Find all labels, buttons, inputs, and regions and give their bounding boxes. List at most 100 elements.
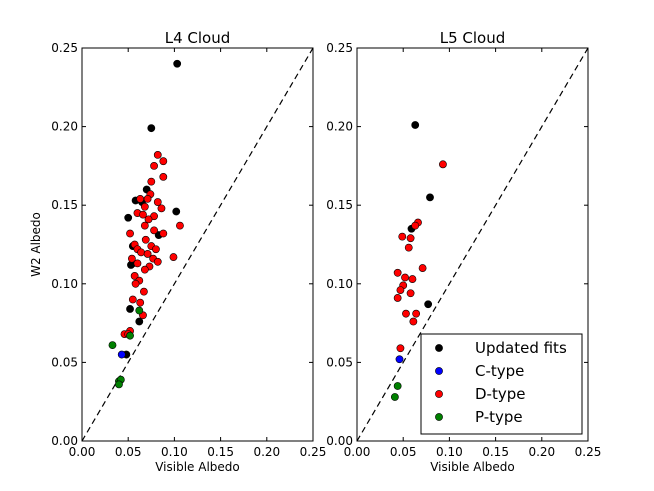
- l5-point-d-type: [401, 273, 409, 282]
- l4-point-d-type: [143, 195, 152, 203]
- l5-point-d-type: [393, 294, 402, 302]
- l4-point-d-type: [130, 272, 139, 280]
- l4-point-d-type: [139, 210, 147, 219]
- l4-point-d-type: [133, 259, 142, 268]
- l5-y-tick-label: 0.10: [326, 277, 353, 291]
- legend-marker-d-type: [435, 390, 443, 398]
- l4-x-tick-label: 0.00: [69, 445, 96, 459]
- l5-point-p-type: [393, 382, 402, 390]
- legend-label-d-type: D-type: [475, 385, 525, 403]
- l4-point-p-type: [135, 306, 144, 315]
- l4-point-d-type: [140, 265, 149, 274]
- l5-x-axis-label: Visible Albedo: [430, 460, 515, 474]
- legend-label-c-type: C-type: [475, 362, 524, 380]
- l5-point-updated-fits: [411, 121, 420, 129]
- l5-point-d-type: [439, 160, 447, 169]
- l5-point-d-type: [408, 275, 417, 283]
- l4-point-updated-fits: [173, 59, 182, 68]
- l4-chart-title: L4 Cloud: [165, 29, 231, 47]
- l5-y-tick-label: 0.05: [326, 355, 353, 369]
- l4-y-tick-label: 0.00: [51, 434, 78, 448]
- l5-cloud-panel: L5 Cloud 0.00 0.05 0.10 0.15 0.20 0.25 0.00 0.05…: [326, 29, 601, 474]
- l4-point-d-type: [141, 235, 150, 244]
- l4-point-d-type: [150, 161, 158, 170]
- l4-point-d-type: [157, 204, 166, 213]
- l5-point-d-type: [396, 286, 405, 294]
- l5-point-d-type: [396, 344, 405, 353]
- l4-cloud-panel: L4 Cloud 0.00 0.05 0.10 0.15 0.20 0.25 0.00 0.05…: [29, 29, 326, 474]
- l4-point-updated-fits: [135, 317, 144, 326]
- l4-x-tick-label: 0.25: [300, 445, 327, 459]
- l4-point-d-type: [144, 215, 153, 224]
- l4-y-tick-label: 0.20: [51, 120, 78, 134]
- l5-point-d-type: [409, 317, 418, 326]
- l4-point-d-type: [153, 198, 162, 206]
- l4-point-d-type: [147, 177, 156, 186]
- l4-point-p-type: [115, 380, 123, 389]
- l5-y-tick-label: 0.20: [326, 120, 353, 134]
- l4-plot-frame: [81, 47, 314, 442]
- l4-point-d-type: [140, 221, 149, 230]
- l4-point-c-type: [117, 350, 126, 359]
- l4-point-updated-fits: [172, 207, 181, 216]
- l4-y-axis-label: W2 Albedo: [29, 212, 43, 277]
- l4-point-updated-fits: [124, 213, 133, 222]
- legend-marker-c-type: [435, 367, 443, 375]
- l4-x-tick-label: 0.15: [207, 445, 234, 459]
- l4-point-d-type: [126, 229, 134, 238]
- l4-point-d-type: [153, 257, 162, 266]
- l5-point-d-type: [418, 264, 427, 272]
- l5-y-tick-label: 0.25: [326, 41, 353, 55]
- l4-point-d-type: [143, 250, 152, 258]
- l5-x-tick-label: 0.25: [575, 445, 602, 459]
- l4-point-d-type: [128, 295, 137, 304]
- l4-point-d-type: [127, 254, 136, 263]
- l4-x-tick-label: 0.05: [115, 445, 142, 459]
- l4-y-tick-label: 0.10: [51, 277, 78, 291]
- l5-x-tick-label: 0.05: [390, 445, 417, 459]
- l4-point-p-type: [108, 341, 117, 350]
- l5-x-tick-label: 0.15: [482, 445, 509, 459]
- l4-x-tick-label: 0.20: [253, 445, 280, 459]
- l4-point-d-type: [136, 298, 145, 307]
- l4-point-d-type: [136, 195, 145, 203]
- l4-y-tick-label: 0.05: [51, 355, 78, 369]
- l5-point-d-type: [393, 268, 402, 277]
- l4-point-d-type: [176, 221, 184, 230]
- legend-marker-updated-fits: [435, 344, 443, 352]
- l5-point-p-type: [390, 393, 399, 401]
- l5-x-tick-label: 0.20: [528, 445, 555, 459]
- l5-point-updated-fits: [424, 300, 433, 309]
- l4-x-axis-label: Visible Albedo: [155, 460, 240, 474]
- l4-y-tick-label: 0.25: [51, 41, 78, 55]
- legend-marker-p-type: [435, 413, 443, 421]
- l5-point-d-type: [406, 234, 415, 243]
- l5-chart-title: L5 Cloud: [440, 29, 506, 47]
- l4-point-d-type: [152, 245, 160, 254]
- l4-identity-line: [81, 47, 314, 442]
- l5-point-d-type: [412, 309, 421, 318]
- l4-point-d-type: [159, 229, 168, 238]
- l4-point-updated-fits: [147, 124, 156, 133]
- l5-point-c-type: [395, 355, 404, 364]
- l5-point-d-type: [402, 309, 410, 318]
- l5-point-d-type: [398, 232, 407, 241]
- l4-point-d-type: [140, 287, 148, 296]
- l5-point-d-type: [411, 221, 420, 230]
- l4-point-d-type: [159, 173, 168, 181]
- l4-point-d-type: [150, 226, 158, 235]
- l4-point-d-type: [140, 202, 149, 211]
- l5-y-tick-label: 0.15: [326, 198, 353, 212]
- l5-x-tick-label: 0.10: [436, 445, 463, 459]
- l5-x-tick-label: 0.00: [344, 445, 371, 459]
- l4-y-tick-label: 0.15: [51, 198, 78, 212]
- l5-legend-box: [420, 333, 583, 435]
- l4-point-d-type: [153, 150, 162, 159]
- l5-point-d-type: [406, 289, 415, 298]
- l4-point-d-type: [169, 253, 178, 261]
- l5-point-updated-fits: [426, 193, 434, 202]
- l5-identity-line: [356, 47, 589, 442]
- l4-point-d-type: [159, 157, 168, 166]
- l4-x-tick-label: 0.10: [161, 445, 188, 459]
